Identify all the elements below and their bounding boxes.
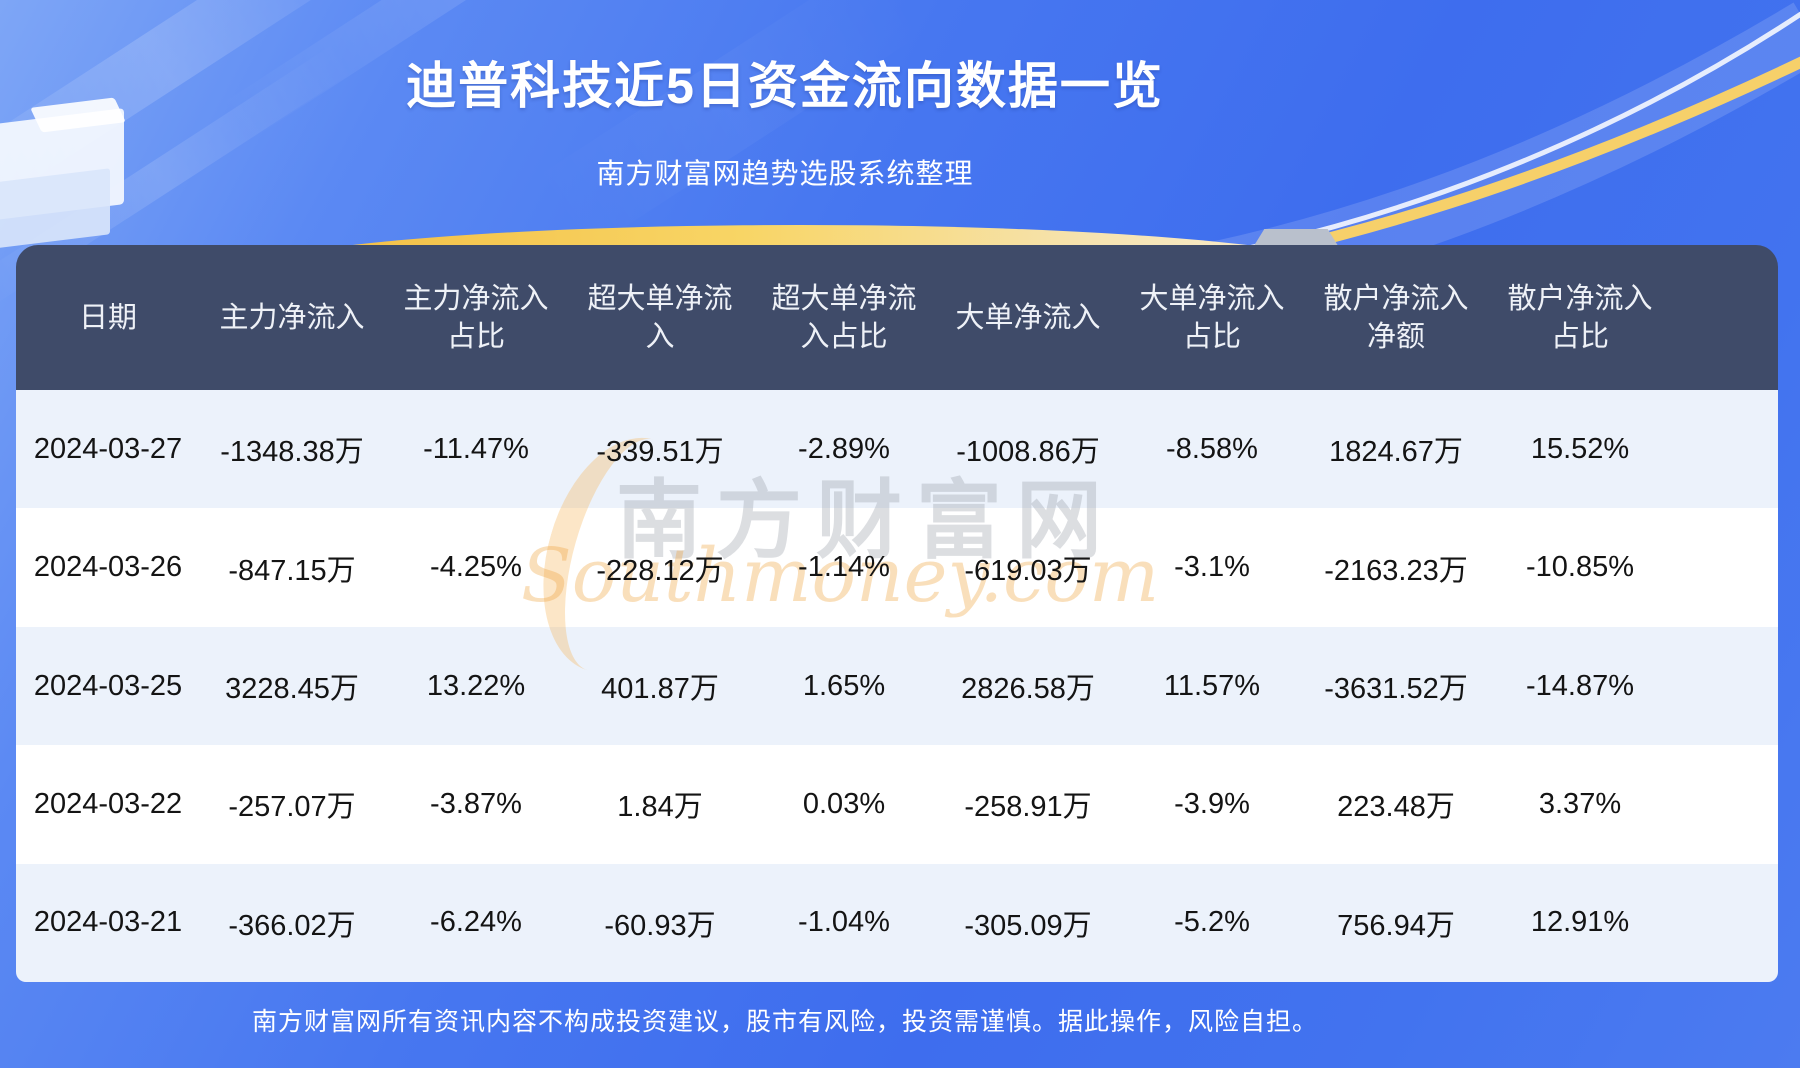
value-cell: -847.15万	[228, 554, 356, 587]
value-cell: 756.94万	[1337, 909, 1455, 942]
value-cell: 223.48万	[1337, 791, 1455, 824]
column-header-4: 超大单净流 入占比	[771, 282, 917, 353]
value-cell: -8.58%	[1166, 432, 1258, 465]
column-header-1: 主力净流入	[219, 301, 365, 334]
value-cell: -3.9%	[1174, 787, 1250, 820]
value-cell: -1.14%	[798, 551, 890, 584]
value-cell: 13.22%	[426, 669, 526, 702]
value-cell: 1.84万	[617, 791, 703, 824]
column-header-8: 散户净流入 占比	[1507, 282, 1653, 353]
value-cell: -14.87%	[1525, 669, 1634, 702]
value-cell: -1348.38万	[220, 436, 364, 469]
column-header-5: 大单净流入	[955, 301, 1101, 334]
value-cell: -1.04%	[798, 906, 890, 939]
footer: 南方财富网所有资讯内容不构成投资建议，股市有风险，投资需谨慎。据此操作，风险自担…	[0, 1002, 1570, 1038]
page-subtitle: 南方财富网趋势选股系统整理	[596, 158, 974, 189]
value-cell: -1008.86万	[956, 436, 1100, 469]
date-cell: 2024-03-26	[33, 551, 183, 584]
value-cell: -10.85%	[1525, 551, 1634, 584]
date-cell: 2024-03-21	[33, 906, 183, 939]
date-cell: 2024-03-22	[33, 787, 183, 820]
value-cell: -228.12万	[596, 554, 724, 587]
date-cell: 2024-03-25	[33, 669, 183, 702]
value-cell: -366.02万	[228, 909, 356, 942]
date-cell: 2024-03-27	[33, 432, 183, 465]
value-cell: -339.51万	[596, 436, 724, 469]
table-row: 2024-03-25 3228.45万 13.22% 401.87万 1.65% 2826…	[16, 627, 1778, 745]
value-cell: -619.03万	[964, 554, 1092, 587]
value-cell: -257.07万	[228, 791, 356, 824]
value-cell: 15.52%	[1530, 432, 1630, 465]
table-header-row: 日期 主力净流入 主力净流入 占比 超大单净流入超大单净流 入占比 大单净流入 大单净流入 占比…	[16, 245, 1778, 390]
table-body: 2024-03-27 -1348.38万 -11.47% -339.51万 -2.89%…	[16, 390, 1778, 982]
value-cell: -4.25%	[430, 551, 522, 584]
value-cell: 0.03%	[802, 787, 886, 820]
hero-header: 迪普科技近5日资金流向数据一览 南方财富网趋势选股系统整理	[0, 46, 1570, 192]
table-row: 2024-03-26 -847.15万 -4.25% -228.12万 -1.14% -6…	[16, 508, 1778, 626]
value-cell: 1.65%	[802, 669, 886, 702]
table-row: 2024-03-27 -1348.38万 -11.47% -339.51万 -2.89%…	[16, 390, 1778, 508]
value-cell: -11.47%	[423, 432, 529, 465]
value-cell: -3.1%	[1174, 551, 1250, 584]
column-header-3: 超大单净流入	[587, 282, 733, 353]
value-cell: 3228.45万	[225, 673, 359, 706]
value-cell: 401.87万	[601, 673, 719, 706]
column-header-0: 日期	[78, 301, 137, 334]
value-cell: -3.87%	[430, 787, 522, 820]
value-cell: -6.24%	[430, 906, 522, 939]
disclaimer-text: 南方财富网所有资讯内容不构成投资建议，股市有风险，投资需谨慎。据此操作，风险自担…	[251, 1008, 1318, 1036]
value-cell: -60.93万	[604, 909, 716, 942]
value-cell: 2826.58万	[961, 673, 1095, 706]
table-row: 2024-03-21 -366.02万 -6.24% -60.93万 -1.04% -30…	[16, 864, 1778, 982]
table-row: 2024-03-22 -257.07万 -3.87% 1.84万 0.03% -258.9…	[16, 745, 1778, 863]
value-cell: 12.91%	[1530, 906, 1630, 939]
page-title: 迪普科技近5日资金流向数据一览	[406, 58, 1164, 114]
value-cell: -2163.23万	[1324, 554, 1468, 587]
column-header-7: 散户净流入 净额	[1323, 282, 1469, 353]
value-cell: -305.09万	[964, 909, 1092, 942]
value-cell: 11.57%	[1163, 669, 1261, 702]
column-header-6: 大单净流入 占比	[1139, 282, 1285, 353]
value-cell: 3.37%	[1538, 787, 1622, 820]
column-header-2: 主力净流入 占比	[403, 282, 549, 353]
fund-flow-table: 南方财富网 Southmoney.com 日期 主力净流入 主力净流入 占比 超大单净流…	[16, 245, 1778, 982]
value-cell: 1824.67万	[1329, 436, 1463, 469]
value-cell: -2.89%	[798, 432, 890, 465]
value-cell: -3631.52万	[1324, 673, 1468, 706]
value-cell: -5.2%	[1174, 906, 1250, 939]
value-cell: -258.91万	[964, 791, 1092, 824]
